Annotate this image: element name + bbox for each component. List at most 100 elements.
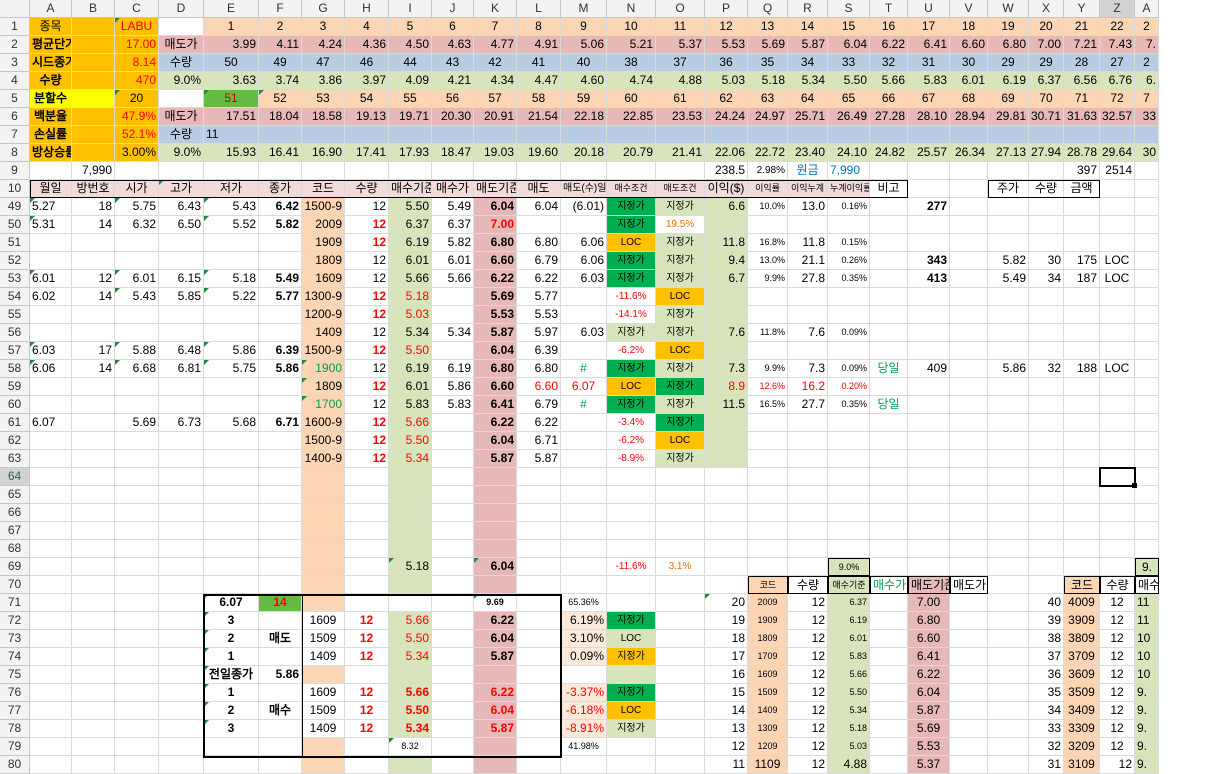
column-header[interactable]: T (870, 0, 908, 18)
cell[interactable] (1029, 342, 1064, 360)
cell[interactable]: 지정가 (656, 252, 705, 270)
cell[interactable] (788, 432, 828, 450)
cell[interactable]: 수량 (345, 180, 389, 198)
row-header[interactable]: 58 (0, 360, 30, 378)
cell[interactable] (259, 486, 302, 504)
cell[interactable] (870, 450, 908, 468)
cell[interactable]: 41 (517, 54, 561, 72)
cell[interactable] (950, 756, 988, 774)
cell[interactable] (345, 486, 389, 504)
cell[interactable] (72, 558, 115, 576)
cell[interactable]: 방번호 (72, 180, 115, 198)
cell[interactable]: 14 (705, 702, 748, 720)
cell[interactable]: 12 (345, 630, 389, 648)
cell[interactable]: LABU (115, 18, 159, 36)
cell[interactable] (72, 504, 115, 522)
cell[interactable]: 12 (1100, 648, 1135, 666)
cell[interactable]: 24.82 (870, 144, 908, 162)
cell[interactable] (517, 216, 561, 234)
cell[interactable] (204, 558, 259, 576)
cell[interactable] (908, 558, 950, 576)
cell[interactable]: 종목 (30, 18, 72, 36)
cell[interactable] (988, 378, 1029, 396)
cell[interactable]: 6.22 (474, 612, 517, 630)
cell[interactable] (607, 666, 656, 684)
cell[interactable]: 7.43 (1100, 36, 1135, 54)
cell[interactable] (950, 558, 988, 576)
cell[interactable]: 58 (517, 90, 561, 108)
cell[interactable]: 1 (204, 18, 259, 36)
cell[interactable] (159, 702, 204, 720)
cell[interactable]: 31 (908, 54, 950, 72)
cell[interactable]: 1 (204, 648, 259, 666)
cell[interactable]: -14.1% (607, 306, 656, 324)
cell[interactable]: 6.71 (259, 414, 302, 432)
cell[interactable] (988, 486, 1029, 504)
cell[interactable]: 손실률 (30, 126, 72, 144)
cell[interactable] (561, 126, 607, 144)
column-header[interactable]: H (345, 0, 389, 18)
cell[interactable]: 1109 (748, 756, 788, 774)
cell[interactable]: 71 (1064, 90, 1100, 108)
cell[interactable] (1064, 522, 1100, 540)
cell[interactable] (656, 540, 705, 558)
cell[interactable] (345, 558, 389, 576)
cell[interactable] (1064, 432, 1100, 450)
cell[interactable]: 수량 (1100, 576, 1135, 594)
cell[interactable] (870, 432, 908, 450)
cell[interactable]: 13 (705, 720, 748, 738)
cell[interactable]: 25.57 (908, 144, 950, 162)
cell[interactable] (950, 378, 988, 396)
cell[interactable] (1135, 486, 1159, 504)
cell[interactable]: 13 (748, 18, 788, 36)
cell[interactable] (828, 432, 870, 450)
cell[interactable]: 매도가 (950, 576, 988, 594)
cell[interactable] (159, 738, 204, 756)
cell[interactable] (1100, 450, 1135, 468)
cell[interactable]: 5.50 (389, 630, 432, 648)
cell[interactable]: 5.03 (389, 306, 432, 324)
cell[interactable] (950, 630, 988, 648)
cell[interactable]: 매수가 (432, 180, 474, 198)
cell[interactable] (159, 720, 204, 738)
cell[interactable] (988, 414, 1029, 432)
cell[interactable] (389, 126, 432, 144)
cell[interactable]: 5.77 (259, 288, 302, 306)
cell[interactable]: 12 (345, 252, 389, 270)
cell[interactable] (204, 522, 259, 540)
cell[interactable]: 6.01 (30, 270, 72, 288)
cell[interactable]: 5.66 (432, 270, 474, 288)
cell[interactable] (950, 234, 988, 252)
cell[interactable] (474, 486, 517, 504)
cell[interactable] (1135, 540, 1159, 558)
cell[interactable]: 49 (259, 54, 302, 72)
cell[interactable]: 2 (1135, 54, 1159, 72)
cell[interactable]: 12 (1100, 612, 1135, 630)
cell[interactable]: 1609 (302, 270, 345, 288)
cell[interactable]: 11.5 (705, 396, 748, 414)
cell[interactable]: 금액 (1064, 180, 1100, 198)
cell[interactable]: 35 (748, 54, 788, 72)
cell[interactable] (870, 486, 908, 504)
column-header[interactable]: V (950, 0, 988, 18)
cell[interactable]: 6.56 (1064, 72, 1100, 90)
cell[interactable] (1064, 324, 1100, 342)
cell[interactable]: 31.63 (1064, 108, 1100, 126)
cell[interactable]: 5.88 (115, 342, 159, 360)
cell[interactable] (705, 576, 748, 594)
cell[interactable] (115, 738, 159, 756)
cell[interactable]: 5.31 (30, 216, 72, 234)
cell[interactable] (30, 396, 72, 414)
cell[interactable]: 3.86 (302, 72, 345, 90)
cell[interactable]: 0.35% (828, 396, 870, 414)
cell[interactable] (389, 162, 432, 180)
cell[interactable] (259, 522, 302, 540)
row-header[interactable]: 68 (0, 540, 30, 558)
cell[interactable]: 14 (72, 288, 115, 306)
cell[interactable]: 409 (908, 360, 950, 378)
cell[interactable] (159, 450, 204, 468)
cell[interactable] (72, 306, 115, 324)
cell[interactable] (259, 162, 302, 180)
cell[interactable] (870, 504, 908, 522)
cell[interactable]: 3.74 (259, 72, 302, 90)
